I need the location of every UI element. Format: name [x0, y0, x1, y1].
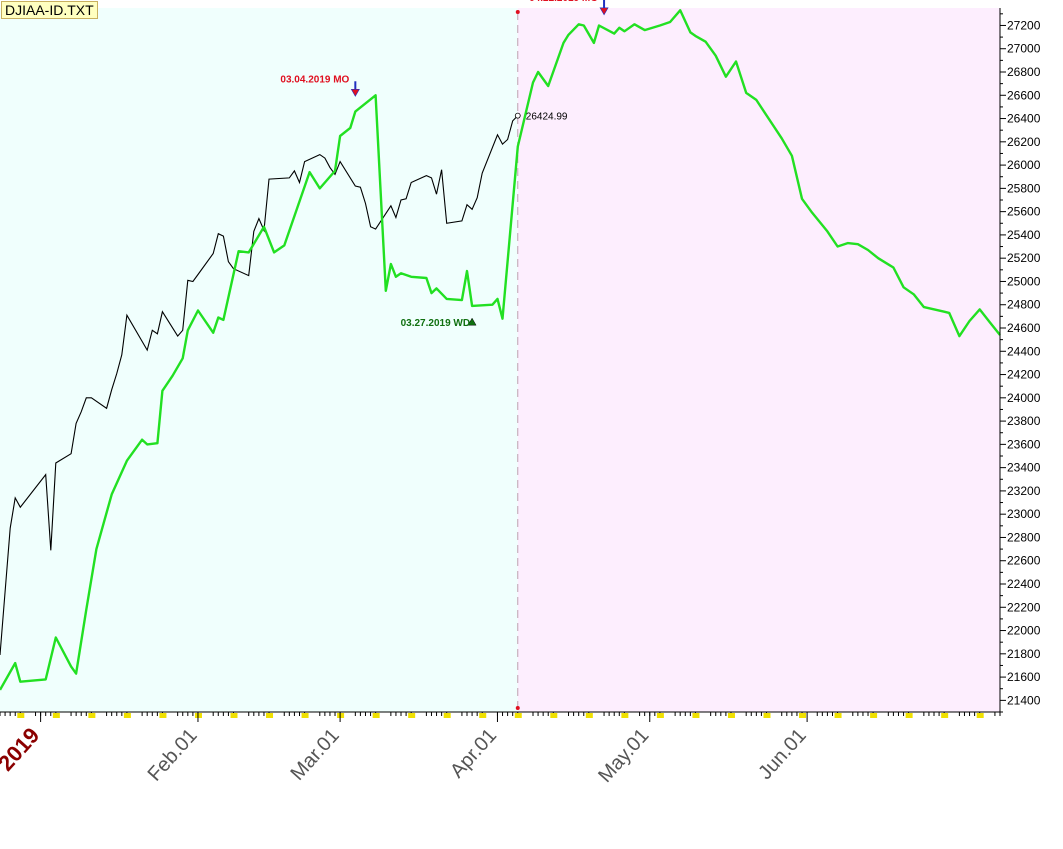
y-tick-label: 27000 [1007, 42, 1041, 56]
y-tick-label: 21800 [1007, 647, 1041, 661]
x-week-marker [123, 713, 131, 718]
x-week-marker [621, 713, 629, 718]
y-tick-label: 22400 [1007, 577, 1041, 591]
x-week-marker [834, 713, 842, 718]
annotation-label: 04.22.2019 MO [529, 0, 598, 4]
forecast-background [517, 8, 1000, 712]
x-year-label: 2019 [0, 723, 44, 776]
y-tick-label: 22600 [1007, 554, 1041, 568]
y-axis: 21400 21600 21800 22000 22200 22400 22600 22800… [1000, 13, 1041, 713]
x-month-label: Apr.01 [446, 725, 501, 783]
x-week-marker [372, 713, 380, 718]
y-tick-label: 21600 [1007, 670, 1041, 684]
y-tick-label: 26200 [1007, 135, 1041, 149]
x-week-marker [514, 713, 522, 718]
x-week-marker [550, 713, 558, 718]
y-tick-label: 25600 [1007, 205, 1041, 219]
y-tick-label: 22800 [1007, 530, 1041, 544]
x-week-marker [656, 713, 664, 718]
x-week-marker [479, 713, 487, 718]
y-tick-label: 26400 [1007, 112, 1041, 126]
y-tick-label: 25400 [1007, 228, 1041, 242]
x-month-label: Jun.01 [754, 725, 811, 784]
y-tick-label: 23000 [1007, 507, 1041, 521]
x-week-marker [159, 713, 167, 718]
x-week-marker [976, 713, 984, 718]
x-week-marker [692, 713, 700, 718]
top-marker-arrow [599, 7, 609, 16]
price-series-group [0, 115, 519, 656]
x-week-marker [763, 713, 771, 718]
chart-title: DJIAA-ID.TXT [1, 1, 98, 19]
x-week-marker [230, 713, 238, 718]
y-tick-label: 25800 [1007, 181, 1041, 195]
y-tick-label: 24000 [1007, 391, 1041, 405]
y-tick-label: 22200 [1007, 600, 1041, 614]
y-tick-label: 26800 [1007, 65, 1041, 79]
y-tick-label: 24200 [1007, 368, 1041, 382]
history-background [0, 8, 518, 712]
forecast-line [0, 9, 1001, 691]
y-tick-label: 22000 [1007, 624, 1041, 638]
y-tick-label: 23600 [1007, 437, 1041, 451]
divider-top-marker [515, 10, 520, 14]
y-tick-label: 25000 [1007, 274, 1041, 288]
price-line [0, 115, 519, 656]
annotations-group: 26424.99 03.04.2019 MO 03.27.2019 WD 04.22.… [280, 0, 609, 710]
annotation-label: 03.04.2019 MO [280, 74, 349, 85]
top-marker-arrow [350, 88, 360, 97]
last-value-label: 26424.99 [526, 112, 568, 123]
annotation-label: 03.27.2019 WD [401, 318, 471, 329]
y-tick-label: 26600 [1007, 88, 1041, 102]
y-tick-label: 24600 [1007, 321, 1041, 335]
x-week-marker [585, 713, 593, 718]
x-week-marker [408, 713, 416, 718]
y-tick-label: 23400 [1007, 461, 1041, 475]
y-tick-label: 24800 [1007, 298, 1041, 312]
x-week-marker [941, 713, 949, 718]
divider-bottom-marker [515, 706, 520, 710]
y-tick-label: 23800 [1007, 414, 1041, 428]
x-week-marker [266, 713, 274, 718]
last-value-marker [514, 112, 521, 119]
y-tick-label: 26000 [1007, 158, 1041, 172]
bottom-marker-arrow [467, 317, 477, 326]
x-week-marker [443, 713, 451, 718]
x-axis: 2019 Feb.01 Mar.01 Apr.01 May.01 Jun.01 [0, 712, 1001, 787]
x-week-marker [52, 713, 60, 718]
x-week-marker [905, 713, 913, 718]
x-month-label: May.01 [594, 725, 653, 787]
x-week-marker [727, 713, 735, 718]
x-month-label: Feb.01 [144, 725, 202, 786]
y-tick-label: 27200 [1007, 18, 1041, 32]
y-tick-label: 21400 [1007, 693, 1041, 707]
y-tick-label: 23200 [1007, 484, 1041, 498]
forecast-series-group [0, 9, 1001, 691]
y-tick-label: 25200 [1007, 251, 1041, 265]
x-week-marker [17, 713, 25, 718]
x-week-marker [301, 713, 309, 718]
x-week-marker [870, 713, 878, 718]
x-week-marker [799, 713, 807, 718]
x-month-label: Mar.01 [287, 725, 344, 785]
x-week-marker [88, 713, 96, 718]
y-tick-label: 24400 [1007, 344, 1041, 358]
